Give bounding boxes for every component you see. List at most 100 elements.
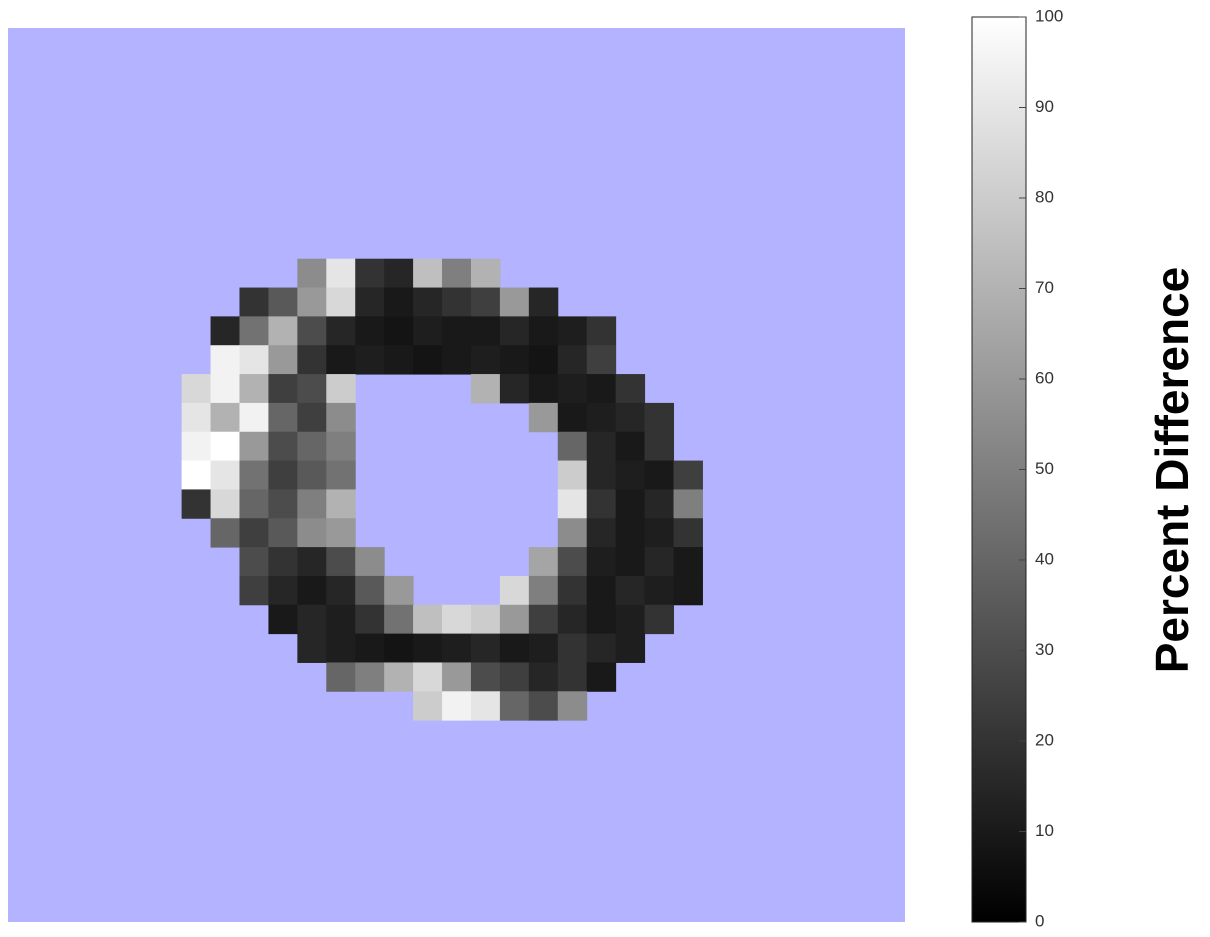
heatmap-cell	[268, 518, 298, 548]
heatmap-cell	[326, 258, 356, 289]
heatmap-cell	[355, 575, 385, 606]
heatmap-cell	[268, 345, 298, 375]
heatmap-cell	[673, 489, 703, 519]
heatmap-cell	[268, 316, 298, 346]
heatmap-cell	[615, 604, 646, 635]
heatmap-cell	[210, 518, 240, 548]
heatmap-cell	[413, 662, 443, 692]
heatmap-cell	[673, 460, 703, 490]
heatmap-cell	[557, 374, 588, 404]
heatmap-cell	[384, 316, 414, 346]
heatmap-cell	[326, 460, 356, 490]
heatmap-cell	[181, 374, 212, 404]
heatmap-cell	[384, 633, 414, 663]
heatmap-cell	[210, 431, 240, 462]
heatmap-cell	[499, 316, 530, 346]
heatmap-cell	[470, 374, 501, 404]
heatmap-cell	[355, 662, 385, 692]
heatmap-cell	[673, 575, 703, 606]
heatmap-cell	[557, 662, 588, 692]
heatmap-cell	[297, 547, 327, 577]
heatmap-cell	[470, 316, 501, 346]
heatmap-cell	[442, 258, 472, 289]
heatmap-cell	[644, 460, 675, 490]
heatmap-cell	[268, 575, 298, 606]
heatmap-cell	[470, 604, 501, 635]
heatmap-cell	[297, 460, 327, 490]
heatmap-cell	[470, 258, 501, 289]
colorbar-title: Percent Difference	[1146, 267, 1198, 674]
heatmap-cell	[615, 518, 646, 548]
heatmap-cell	[355, 316, 385, 346]
heatmap-cell	[586, 316, 617, 346]
heatmap-cell	[557, 518, 588, 548]
heatmap-cell	[268, 547, 298, 577]
heatmap-cell	[586, 431, 617, 462]
heatmap-cell	[384, 575, 414, 606]
heatmap-cell	[413, 633, 443, 663]
heatmap-cell	[528, 547, 559, 577]
heatmap-cell	[644, 604, 675, 635]
heatmap-cell	[528, 402, 559, 433]
colorbar-ticks: 0 10 20 30 40 50 60 70 80 90 100	[1019, 6, 1063, 930]
heatmap-cell	[268, 489, 298, 519]
heatmap-cell	[557, 633, 588, 663]
heatmap-cell	[586, 518, 617, 548]
heatmap-cell	[239, 374, 269, 404]
heatmap-cell	[384, 345, 414, 375]
heatmap-cell	[557, 460, 588, 490]
heatmap-cell	[528, 575, 559, 606]
heatmap-cell	[499, 374, 530, 404]
colorbar-tick-label: 40	[1035, 549, 1054, 568]
heatmap-cell	[615, 402, 646, 433]
heatmap-cell	[586, 662, 617, 692]
heatmap-cell	[297, 374, 327, 404]
heatmap-cell	[326, 575, 356, 606]
colorbar-tick-label: 80	[1035, 187, 1054, 206]
heatmap-cell	[181, 402, 212, 433]
heatmap-cell	[442, 287, 472, 317]
heatmap-cell	[239, 460, 269, 490]
heatmap-cell	[326, 604, 356, 635]
heatmap-cell	[210, 316, 240, 346]
heatmap-cell	[557, 316, 588, 346]
heatmap-cell	[586, 489, 617, 519]
heatmap-cell	[442, 316, 472, 346]
heatmap-cell	[355, 258, 385, 289]
heatmap-cell	[499, 345, 530, 375]
heatmap-cell	[557, 431, 588, 462]
heatmap-cell	[557, 691, 588, 721]
heatmap-cell	[326, 489, 356, 519]
heatmap-cell	[615, 633, 646, 663]
heatmap-cell	[384, 662, 414, 692]
heatmap-cell	[268, 402, 298, 433]
heatmap-cell	[268, 374, 298, 404]
heatmap-cell	[181, 460, 212, 490]
heatmap-cell	[442, 633, 472, 663]
heatmap-cell	[181, 431, 212, 462]
heatmap-cell	[326, 287, 356, 317]
heatmap-cell	[615, 489, 646, 519]
heatmap-cell	[210, 345, 240, 375]
colorbar-tick-label: 70	[1035, 278, 1054, 297]
heatmap-cell	[470, 633, 501, 663]
heatmap-cell	[615, 374, 646, 404]
heatmap-cell	[384, 258, 414, 289]
heatmap	[181, 258, 703, 721]
heatmap-cell	[268, 460, 298, 490]
colorbar-tick-label: 50	[1035, 459, 1054, 478]
heatmap-cell	[442, 345, 472, 375]
heatmap-cell	[528, 633, 559, 663]
heatmap-cell	[239, 316, 269, 346]
heatmap-cell	[239, 345, 269, 375]
heatmap-cell	[413, 345, 443, 375]
heatmap-cell	[297, 287, 327, 317]
heatmap-cell	[355, 633, 385, 663]
colorbar-tick-label: 100	[1035, 6, 1063, 25]
heatmap-cell	[442, 604, 472, 635]
heatmap-cell	[268, 431, 298, 462]
heatmap-cell	[239, 547, 269, 577]
heatmap-cell	[499, 575, 530, 606]
heatmap-cell	[557, 345, 588, 375]
